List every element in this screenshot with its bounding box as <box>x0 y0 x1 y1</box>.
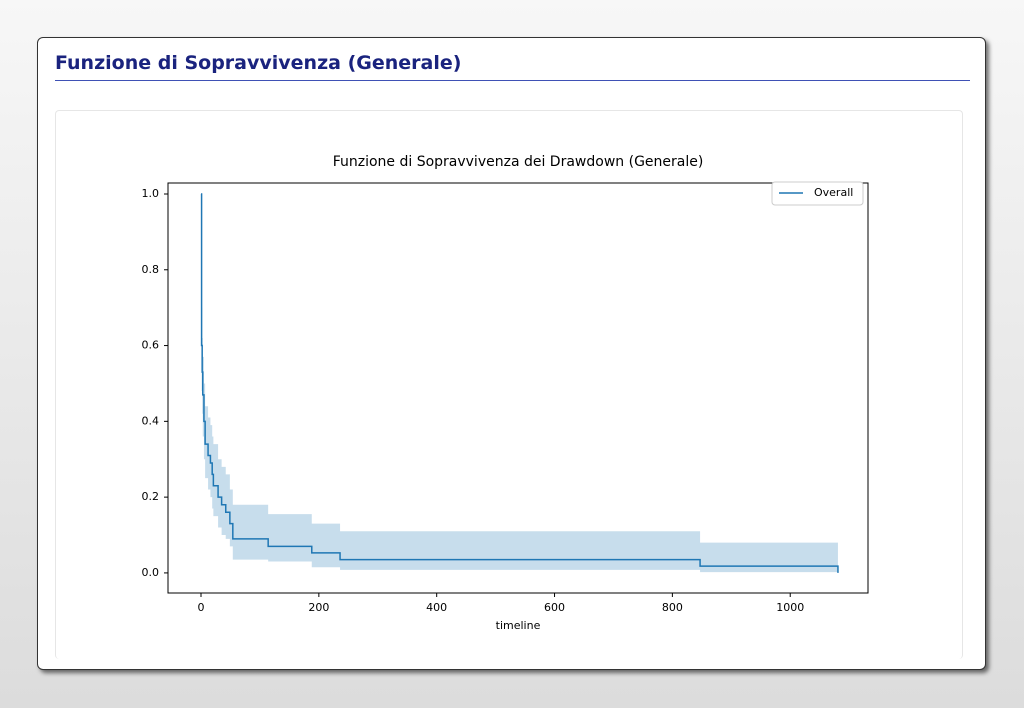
legend-box <box>771 181 864 206</box>
x-tick-label: 400 <box>426 601 447 614</box>
y-tick-label: 0.4 <box>142 414 160 427</box>
y-tick-label: 1.0 <box>142 187 160 200</box>
x-axis-label: timeline <box>496 619 541 632</box>
chart-title: Funzione di Sopravvivenza dei Drawdown (… <box>333 154 704 170</box>
chart-panel <box>55 110 963 659</box>
confidence-band <box>200 193 838 573</box>
plot-frame <box>167 182 869 594</box>
y-tick-label: 0.0 <box>142 566 160 579</box>
y-tick-label: 0.8 <box>142 263 160 276</box>
survival-line <box>200 193 839 573</box>
y-tick-label: 0.2 <box>142 490 160 503</box>
x-tick-label: 800 <box>662 601 683 614</box>
title-rule <box>55 80 970 81</box>
legend-label: Overall <box>814 186 853 199</box>
x-tick-label: 200 <box>308 601 329 614</box>
x-tick-label: 600 <box>544 601 565 614</box>
card: Funzione di Sopravvivenza (Generale) <box>37 37 986 670</box>
x-tick-label: 1000 <box>776 601 804 614</box>
x-tick-label: 0 <box>197 601 204 614</box>
card-title: Funzione di Sopravvivenza (Generale) <box>55 52 462 74</box>
y-tick-label: 0.6 <box>142 339 160 352</box>
